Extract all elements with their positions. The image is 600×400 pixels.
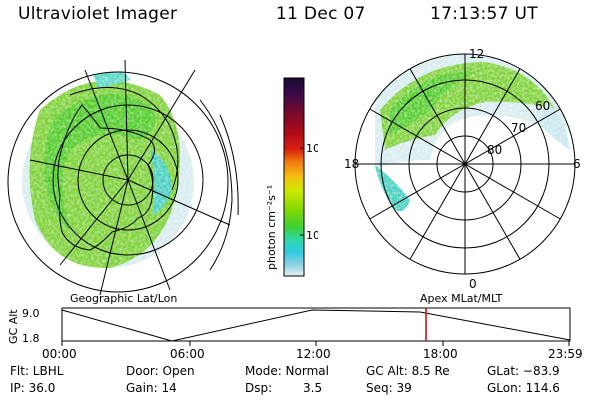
mlt-aurora-image bbox=[355, 54, 575, 274]
colorbar-scale bbox=[283, 77, 305, 277]
mlat-label-70: 70 bbox=[511, 121, 526, 135]
dsp-value: 3.5 bbox=[303, 381, 323, 395]
instrument-title: Ultraviolet Imager bbox=[18, 4, 178, 24]
ip-info: IP: 36.0 bbox=[10, 381, 56, 395]
mlat-label-60: 60 bbox=[535, 99, 550, 113]
colorbar-tick-10: 10 bbox=[306, 229, 318, 242]
gc-altitude-curve bbox=[61, 309, 571, 342]
sequence-info: Seq: 39 bbox=[366, 381, 412, 395]
timeline-frame bbox=[61, 307, 571, 342]
colorbar: 100 10 photon cm⁻²s⁻¹ bbox=[265, 77, 318, 277]
geo-meridian bbox=[127, 69, 196, 181]
orbit-timeline: 9.0 1.8 GC Alt 00:00 06:00 12:00 18:00 2… bbox=[7, 307, 583, 361]
door-info: Door: Open bbox=[126, 364, 195, 378]
dsp-label: Dsp: bbox=[245, 381, 273, 395]
timeline-xtick-2359: 23:59 bbox=[548, 347, 583, 361]
geo-lat-circle-60 bbox=[52, 104, 204, 256]
geo-lat-circle-70 bbox=[77, 129, 179, 231]
glat-info: GLat: −83.9 bbox=[487, 364, 560, 378]
coastline bbox=[69, 87, 179, 191]
image-time: 17:13:57 UT bbox=[430, 4, 538, 24]
geo-meridian bbox=[29, 159, 129, 181]
geo-caption: Geographic Lat/Lon bbox=[70, 292, 178, 305]
mlt-caption: Apex MLat/MLT bbox=[420, 292, 503, 305]
outer-coastline bbox=[199, 99, 233, 271]
timeline-ytick-max: 9.0 bbox=[22, 307, 40, 320]
timeline-xtick-1800: 18:00 bbox=[423, 347, 458, 361]
geo-lat-circle-80 bbox=[102, 154, 154, 206]
timeline-xtick-0600: 06:00 bbox=[170, 347, 205, 361]
timeline-axis-label: GC Alt bbox=[7, 309, 20, 344]
timeline-xtick-1200: 12:00 bbox=[296, 347, 331, 361]
antarctica-coastline bbox=[57, 104, 155, 251]
image-date: 11 Dec 07 bbox=[276, 4, 366, 24]
mode-info: Mode: Normal bbox=[245, 364, 329, 378]
mlt-meridian bbox=[369, 108, 561, 220]
geographic-map bbox=[7, 59, 239, 296]
outer-coastline bbox=[219, 114, 239, 216]
mlt-polar-plot: 12 18 6 0 60 70 80 bbox=[344, 47, 581, 291]
geo-meridian bbox=[127, 179, 171, 291]
mlt-label-6: 6 bbox=[573, 157, 581, 171]
mlt-label-18: 18 bbox=[344, 157, 359, 171]
geo-meridian bbox=[124, 59, 129, 181]
geo-outer-ring bbox=[7, 71, 229, 293]
colorbar-unit-label: photon cm⁻²s⁻¹ bbox=[265, 185, 278, 270]
gc-alt-info: GC Alt: 8.5 Re bbox=[366, 364, 450, 378]
mlt-label-0: 0 bbox=[469, 277, 477, 291]
mlt-label-12: 12 bbox=[469, 47, 484, 61]
geo-meridian bbox=[127, 179, 231, 226]
glon-info: GLon: 114.6 bbox=[487, 381, 560, 395]
timeline-xtick-0000: 00:00 bbox=[42, 347, 77, 361]
mlat-label-80: 80 bbox=[487, 143, 502, 157]
gain-info: Gain: 14 bbox=[126, 381, 177, 395]
geo-meridian bbox=[99, 179, 129, 296]
geo-meridian bbox=[59, 179, 129, 266]
timeline-ytick-min: 1.8 bbox=[22, 332, 40, 345]
colorbar-tick-100: 100 bbox=[306, 142, 318, 155]
filter-info: Flt: LBHL bbox=[10, 364, 64, 378]
geo-aurora-image bbox=[8, 72, 228, 292]
geo-meridian bbox=[84, 69, 129, 181]
